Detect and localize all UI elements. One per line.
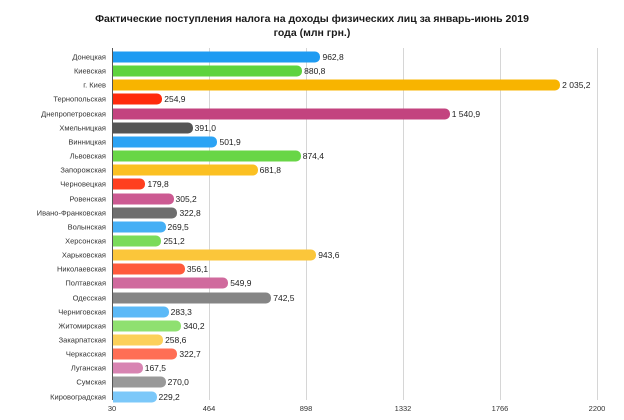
x-tick-label: 30 — [107, 404, 117, 413]
bar — [113, 277, 229, 289]
bar-value-label: 258,6 — [165, 335, 187, 345]
bar — [113, 193, 174, 204]
bar-value-label: 874,4 — [302, 151, 324, 162]
bar-value-label: 681,8 — [259, 165, 281, 176]
bar-value-label: 179,8 — [147, 179, 169, 190]
category-label: Винницкая — [68, 137, 106, 147]
bar-value-label: 2 035,2 — [562, 80, 591, 91]
y-axis-line — [112, 48, 113, 400]
bar-value-label: 322,7 — [179, 349, 201, 360]
bar-value-label: 322,8 — [179, 207, 201, 218]
x-tick-label: 898 — [299, 404, 313, 413]
category-label: Хмельницкая — [59, 123, 106, 133]
category-label: Херсонская — [65, 236, 106, 246]
bar — [113, 348, 178, 360]
bar-value-label: 880,8 — [304, 66, 326, 77]
bar — [113, 108, 450, 120]
category-label: г. Киев — [83, 80, 106, 90]
category-label: Николаевская — [56, 264, 106, 274]
gridline — [403, 48, 404, 400]
bar-value-label: 251,2 — [163, 235, 185, 246]
chart-title-line-1: Фактические поступления налога на доходы… — [95, 13, 529, 25]
bar — [113, 376, 166, 388]
bar-value-label: 229,2 — [158, 391, 180, 402]
category-label: Киевская — [73, 66, 106, 76]
chart-title: Фактические поступления налога на доходы… — [0, 12, 624, 40]
category-label: Закарпатская — [58, 335, 106, 345]
x-tick-label: 2200 — [588, 404, 606, 413]
bar-value-label: 962,8 — [322, 52, 344, 62]
bar — [113, 235, 162, 247]
category-label: Ровенская — [69, 194, 107, 203]
bar — [113, 263, 185, 275]
x-tick-label: 1332 — [394, 404, 412, 413]
gridline — [597, 48, 598, 400]
bar — [113, 51, 321, 63]
gridline — [209, 48, 210, 400]
bar — [113, 292, 272, 304]
bar-value-label: 269,5 — [167, 221, 189, 232]
gridline — [306, 48, 307, 400]
bar — [113, 65, 303, 77]
category-label: Днепропетровская — [41, 109, 106, 119]
gridline — [500, 48, 501, 400]
bar — [113, 136, 218, 148]
category-label: Черкасская — [65, 349, 106, 359]
bar-value-label: 549,9 — [230, 278, 252, 289]
bar — [113, 164, 258, 176]
bar — [113, 391, 157, 403]
category-label: Житомирская — [58, 321, 106, 331]
category-label: Харьковская — [61, 250, 106, 260]
bar-value-label: 943,6 — [318, 250, 340, 261]
bar — [113, 221, 166, 233]
category-label: Волынская — [67, 222, 106, 232]
category-label: Сумская — [76, 377, 106, 387]
bar-value-label: 1 540,9 — [451, 108, 481, 119]
bar-value-label: 305,2 — [175, 193, 197, 204]
category-label: Полтавская — [65, 278, 106, 288]
chart-title-line-2: года (млн грн.) — [273, 27, 351, 39]
category-label: Тернопольская — [53, 94, 106, 104]
category-label: Ивано-Франковская — [36, 208, 106, 218]
category-label: Кировоградская — [50, 392, 106, 402]
bar — [113, 178, 146, 190]
bar-value-label: 356,1 — [186, 264, 209, 275]
bar — [113, 320, 182, 332]
bar — [113, 207, 178, 219]
bar-value-label: 270,0 — [167, 377, 189, 388]
bar — [113, 93, 163, 105]
bar — [113, 362, 143, 374]
bar — [113, 79, 561, 91]
x-tick-label: 464 — [202, 404, 216, 413]
bar-value-label: 391,0 — [194, 122, 216, 133]
bar — [113, 122, 193, 134]
bar-value-label: 742,5 — [273, 292, 295, 303]
category-label: Львовская — [69, 151, 106, 161]
bar — [113, 249, 317, 261]
x-tick-label: 1766 — [491, 404, 509, 413]
category-label: Луганская — [70, 363, 106, 373]
category-label: Черновецкая — [60, 179, 106, 189]
bar — [113, 306, 169, 318]
bar-value-label: 283,3 — [170, 306, 192, 317]
bar-value-label: 501,9 — [219, 136, 241, 147]
bar-value-label: 254,9 — [164, 94, 186, 105]
bar-value-label: 167,5 — [144, 363, 166, 374]
bar — [113, 150, 301, 162]
category-label: Донецкая — [72, 52, 106, 62]
category-label: Черниговская — [58, 307, 106, 317]
category-label: Запорожская — [60, 165, 106, 175]
bar-value-label: 340,2 — [183, 320, 205, 331]
bar — [113, 334, 164, 346]
category-label: Одесская — [72, 293, 106, 303]
